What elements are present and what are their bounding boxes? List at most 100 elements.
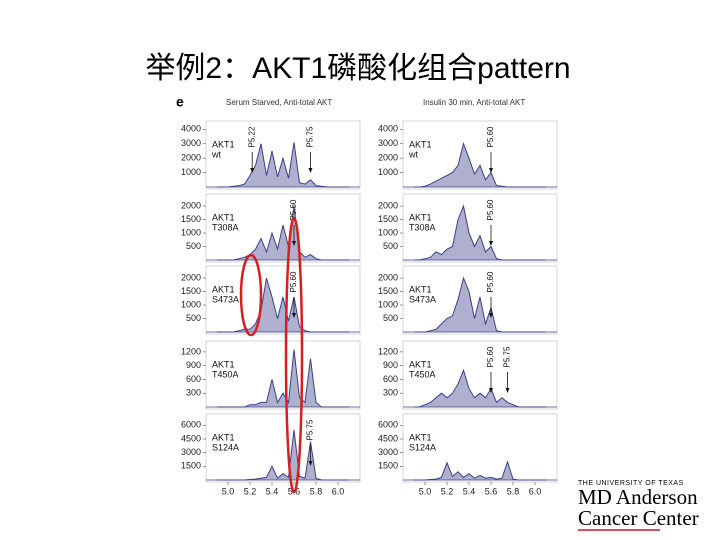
y-tick-label: 3000 [378,138,398,148]
logo-text: THE UNIVERSITY OF TEXAS [578,480,684,487]
panel-label: wt [211,149,221,159]
y-tick-label: 2000 [181,153,201,163]
y-tick-label: 1000 [181,167,201,177]
y-tick-label: 4500 [181,433,201,443]
y-tick-label: 1000 [181,299,201,309]
y-tick-label: 4000 [181,124,201,134]
x-tick-label: 5.4 [266,486,279,496]
panel-label: S473A [212,294,239,304]
panel-label: AKT1 [212,139,235,149]
y-tick-label: 2000 [378,272,398,282]
annotation-arrowhead [308,461,313,466]
panel-label: AKT1 [212,212,235,222]
annotation-arrowhead [250,168,255,173]
y-tick-label: 500 [186,313,201,323]
y-tick-label: 3000 [181,447,201,457]
annotation-arrowhead [489,313,493,318]
x-tick-label: 5.0 [222,486,235,496]
y-tick-label: 6000 [378,420,398,430]
panel-frame [205,413,361,483]
panel-label: T308A [212,222,239,232]
x-tick-label: 5.8 [507,486,520,496]
y-tick-label: 1000 [378,227,398,237]
trace-area [217,206,349,260]
logo-text: Cancer Center [578,506,699,530]
annotation-arrowhead [308,168,313,173]
annotation: P5.60 [289,271,298,292]
y-tick-label: 6000 [181,420,201,430]
x-tick-label: 5.2 [441,486,454,496]
x-tick-label: 6.0 [332,486,345,496]
trace-area [217,278,349,332]
annotation: P5.75 [306,419,315,440]
annotation: P5.60 [486,126,495,147]
y-tick-label: 2000 [378,153,398,163]
y-tick-label: 4500 [378,433,398,443]
x-tick-label: 5.2 [244,486,257,496]
y-tick-label: 600 [186,374,201,384]
y-tick-label: 1200 [181,346,201,356]
x-tick-label: 5.4 [463,486,476,496]
y-tick-label: 1000 [378,167,398,177]
panel-label: AKT1 [409,432,432,442]
y-tick-label: 1500 [181,286,201,296]
y-tick-label: 2000 [378,200,398,210]
logo-text: MD Anderson [578,485,698,509]
annotation-arrowhead [489,168,493,173]
annotation: P5.60 [486,346,495,367]
y-tick-label: 300 [186,388,201,398]
slide-title: 举例2：AKT1磷酸化组合pattern [145,52,570,85]
figure-label: e [176,94,184,110]
y-tick-label: 600 [383,374,398,384]
y-tick-label: 4000 [378,124,398,134]
annotation: P5.75 [503,346,512,367]
y-tick-label: 3000 [378,447,398,457]
panel-label: AKT1 [409,139,432,149]
trace-area [414,143,546,187]
y-tick-label: 1500 [181,214,201,224]
highlight [239,253,263,337]
y-tick-label: 1500 [378,286,398,296]
panel-label: S124A [409,442,436,452]
panel-frame [402,413,558,483]
panel-label: AKT1 [409,212,432,222]
panel-label: AKT1 [409,284,432,294]
y-tick-label: 500 [383,313,398,323]
y-tick-label: 300 [383,388,398,398]
panel-header: Insulin 30 min, Anti-total AKT [423,98,525,107]
x-tick-label: 5.0 [419,486,432,496]
annotation: P5.22 [247,126,256,147]
y-tick-label: 1000 [378,299,398,309]
annotation-arrowhead [489,241,493,246]
x-tick-label: 5.8 [310,486,323,496]
highlight [284,216,304,494]
panel-label: AKT1 [212,359,235,369]
trace-area [217,349,349,407]
y-tick-label: 2000 [181,272,201,282]
panel-header: Serum Starved, Anti-total AKT [226,98,332,107]
annotation: P5.75 [306,126,315,147]
annotation-arrowhead [292,241,296,246]
panel-label: T450A [409,369,436,379]
annotation-arrowhead [505,388,510,393]
panel-label: T450A [212,369,239,379]
panel-label: AKT1 [212,432,235,442]
y-tick-label: 1500 [378,461,398,471]
y-tick-label: 900 [186,360,201,370]
trace-area [414,461,546,480]
trace-area [414,206,546,260]
panel-label: AKT1 [212,284,235,294]
annotation-arrowhead [292,313,296,318]
y-tick-label: 1000 [181,227,201,237]
annotation-arrowhead [489,388,493,393]
figure: Serum Starved, Anti-total AKT 1000 2000 300… [181,98,558,496]
y-tick-label: 3000 [181,138,201,148]
annotation: P5.60 [486,199,495,220]
panel-label: S473A [409,294,436,304]
y-tick-label: 500 [383,241,398,251]
y-tick-label: 500 [186,241,201,251]
x-tick-label: 5.6 [485,486,498,496]
y-tick-label: 2000 [181,200,201,210]
annotation: P5.60 [289,199,298,220]
